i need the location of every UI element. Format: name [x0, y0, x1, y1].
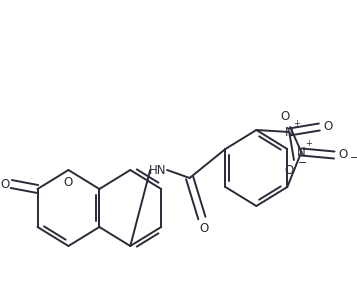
Text: O: O: [0, 177, 9, 190]
Text: N: N: [285, 125, 293, 138]
Text: N: N: [297, 145, 306, 158]
Text: −: −: [350, 153, 357, 163]
Text: +: +: [306, 138, 312, 147]
Text: O: O: [199, 221, 208, 234]
Text: −: −: [298, 158, 307, 168]
Text: O: O: [338, 149, 347, 162]
Text: HN: HN: [149, 164, 166, 177]
Text: O: O: [281, 110, 290, 123]
Text: O: O: [285, 164, 294, 177]
Text: O: O: [323, 121, 332, 134]
Text: O: O: [64, 175, 73, 188]
Text: +: +: [293, 118, 300, 127]
